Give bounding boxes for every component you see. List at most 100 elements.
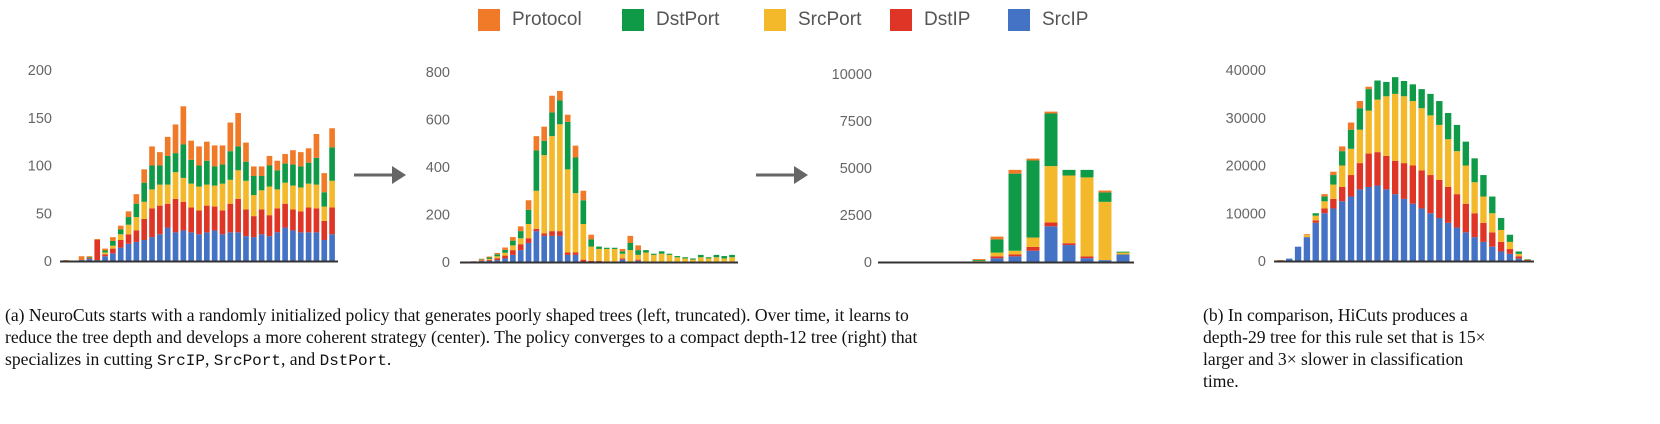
bar-segment-protocol [235, 112, 241, 147]
bar-segment-srcport [541, 155, 548, 234]
bar-segment-dstip [1400, 163, 1408, 199]
bar-segment-srcip [1080, 258, 1094, 262]
bar-segment-protocol [510, 237, 516, 241]
bar-segment-srcip [1418, 208, 1425, 261]
bar-segment-dstport [643, 250, 649, 253]
bar-segment-srcip [564, 254, 571, 263]
bar-segment-dstport [1062, 169, 1076, 176]
legend-swatch-dstip [890, 9, 912, 31]
bar-segment-srcport [1515, 253, 1522, 257]
bar-segment-srcport [102, 252, 108, 255]
y-tick-label: 20000 [1226, 159, 1266, 175]
bar-segment-protocol [297, 152, 304, 167]
bar-segment-dstport [1427, 93, 1434, 116]
bar-segment-protocol [580, 190, 587, 201]
bar-segment-dstip [564, 252, 571, 255]
bar-segment-dstport [682, 257, 688, 259]
bar-segment-dstip [211, 206, 218, 231]
caption-code-dstport: DstPort [319, 352, 387, 370]
bar-segment-srcport [658, 253, 665, 262]
bar-segment-srcip [502, 258, 508, 262]
bar-segment-srcip [172, 232, 179, 261]
bar-segment-dstport [690, 258, 696, 260]
bar-segment-srcip [1365, 186, 1372, 261]
bar-segment-srcport [188, 183, 194, 208]
bar-segment-srcip [1506, 253, 1514, 261]
y-tick-label: 10000 [832, 67, 872, 83]
bar-segment-srcip [1356, 189, 1364, 262]
bar-segment-protocol [274, 160, 281, 171]
bar-segment-dstport [282, 163, 288, 183]
bar-segment-dstport [1391, 77, 1399, 94]
bar-segment-dstip [282, 203, 288, 228]
bar-segment-srcport [729, 257, 735, 262]
bar-segment-dstip [510, 250, 516, 255]
bar-segment-srcip [282, 227, 288, 261]
bar-segment-dstip [1471, 213, 1478, 238]
bar-segment-srcport [250, 195, 257, 217]
bar-segment-srcport [1330, 184, 1337, 199]
bar-segment-srcport [329, 180, 335, 208]
bar-segment-dstip [1330, 198, 1337, 209]
bar-segment-srcport [486, 258, 493, 260]
y-tick-label: 50 [36, 206, 52, 222]
bar-segment-dstip [533, 228, 540, 232]
bar-segment-dstip [1515, 256, 1522, 259]
bar-segment-dstport [486, 257, 493, 259]
bar-segment-dstip [990, 256, 1004, 259]
bar-segment-dstport [596, 246, 602, 249]
bar-segment-srcport [110, 245, 116, 249]
bar-segment-protocol [533, 136, 540, 151]
bar-segment-protocol [117, 225, 124, 230]
bar-segment-srcip [305, 232, 312, 261]
bar-segment-dstport [266, 165, 273, 187]
bar-segment-dstport [1312, 213, 1319, 216]
caption-b-line: depth-29 tree for this rule set that is … [1203, 327, 1486, 347]
bar-segment-dstip [274, 208, 281, 233]
bar-segment-dstport [658, 251, 665, 254]
bar-segment-dstport [1418, 89, 1425, 109]
bar-segment-dstport [102, 250, 108, 253]
bar-segment-srcip [313, 232, 320, 261]
bar-segment-srcip [274, 232, 281, 261]
bar-segment-srcport [157, 184, 163, 206]
bar-segment-protocol [1303, 234, 1311, 236]
bar-segment-dstip [204, 205, 210, 233]
bar-segment-srcip [117, 247, 124, 261]
bar-segment-dstip [1391, 160, 1399, 195]
bar-segment-srcport [517, 238, 524, 245]
bar-segment-srcport [666, 254, 673, 263]
bar-segment-dstip [313, 208, 320, 233]
bar-segment-protocol [1339, 146, 1346, 152]
bar-segment-protocol [564, 114, 571, 122]
bar-segment-srcip [1374, 185, 1381, 261]
bar-segment-dstport [1383, 81, 1390, 97]
bar-segment-protocol [572, 145, 579, 158]
bar-segment-protocol [102, 248, 108, 251]
bar-segment-srcip [1286, 258, 1293, 261]
bar-segment-protocol [180, 106, 187, 145]
bar-segment-dstport [729, 254, 735, 258]
bar-segment-dstport [1515, 251, 1522, 254]
bar-segment-dstip [1321, 208, 1328, 214]
bar-segment-srcport [266, 186, 273, 216]
legend-swatch-dstport [622, 9, 644, 31]
bar-segment-protocol [502, 247, 508, 250]
y-tick-label: 800 [426, 65, 450, 81]
bar-segment-srcip [1321, 213, 1328, 261]
bar-segment-srcport [219, 183, 226, 211]
bar-segment-dstport [604, 247, 610, 249]
bar-segment-srcport [172, 172, 179, 199]
caption-a: (a) NeuroCuts starts with a randomly ini… [5, 304, 1175, 372]
bar-segment-protocol [1356, 101, 1364, 109]
y-tick-label: 100 [28, 159, 52, 175]
bar-segment-srcip [1339, 201, 1346, 261]
bar-segment-srcport [674, 257, 681, 262]
bar-segment-dstport [290, 164, 296, 186]
bar-segment-dstport [1489, 196, 1496, 214]
bar-segment-srcport [588, 246, 594, 261]
bar-segment-srcport [627, 250, 634, 263]
chart-panel-2: 0 200 400 600 800 [426, 65, 738, 271]
bar-segment-dstport [502, 249, 508, 253]
charts-canvas: 0 50 100 150 200 0 200 400 600 800 0 2500 5000 7500 10… [28, 63, 1534, 271]
